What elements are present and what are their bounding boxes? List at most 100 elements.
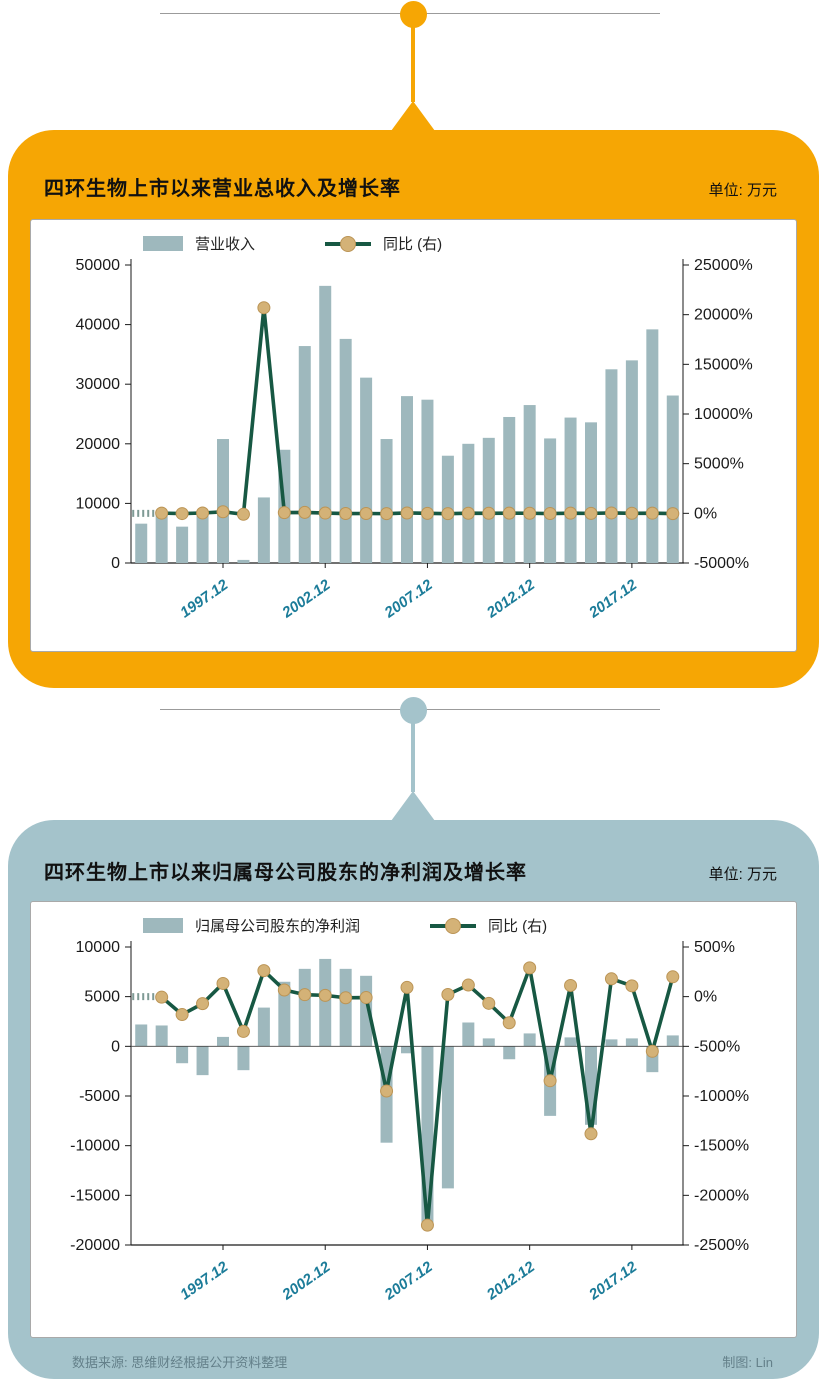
x-axis-label: 2012.12: [483, 576, 539, 622]
trend-dot: [666, 970, 680, 984]
bar: [544, 438, 557, 563]
trend-dot: [461, 506, 475, 520]
bar: [196, 514, 209, 563]
left-axis-label: 50000: [76, 257, 121, 274]
trend-dot: [257, 964, 271, 978]
trend-dot: [420, 506, 434, 520]
bar: [625, 1038, 638, 1047]
right-axis-label: 20000%: [694, 307, 753, 324]
footer: 数据来源: 思维财经根据公开资料整理 制图: Lin: [8, 1338, 819, 1371]
trend-dot: [625, 979, 639, 993]
bar: [421, 399, 434, 563]
trend-dot: [564, 506, 578, 520]
revenue-chart-panel: 营业收入 同比 (右) 50000 40000 30000 20000 10000 0 25…: [30, 219, 797, 652]
trend-dot: [502, 506, 516, 520]
left-axis-label: 0: [111, 1038, 120, 1055]
trend-dot: [359, 991, 373, 1005]
trend-dot: [420, 1218, 434, 1232]
bar: [564, 1037, 577, 1047]
bar: [217, 439, 229, 563]
bar: [462, 443, 475, 563]
trend-dot: [482, 996, 496, 1010]
profit-chart-title: 四环生物上市以来归属母公司股东的净利润及增长率: [44, 862, 527, 884]
trend-dot: [645, 1044, 659, 1058]
right-axis-label: -1500%: [694, 1138, 749, 1155]
profit-card-pointer: [391, 791, 435, 821]
trend-dot: [216, 976, 230, 990]
left-axis-label: -15000: [70, 1187, 120, 1204]
bar: [176, 526, 189, 563]
trend-dot: [155, 506, 169, 520]
left-axis-label: 20000: [76, 436, 121, 453]
left-axis-label: -5000: [79, 1088, 120, 1105]
trend-dot: [400, 506, 414, 520]
bar: [482, 1038, 495, 1047]
bar-legend-swatch: [143, 918, 183, 933]
x-axis-label: 2017.12: [585, 1258, 641, 1304]
x-axis-label: 2012.12: [483, 1258, 539, 1304]
bar: [503, 416, 516, 563]
bar: [237, 1046, 250, 1071]
left-axis-label: -10000: [70, 1138, 120, 1155]
trend-dot: [196, 997, 210, 1011]
trend-line: [159, 966, 675, 1227]
x-axis-label: 1997.12: [177, 576, 232, 621]
trend-dot: [564, 978, 578, 992]
trend-dot: [380, 507, 394, 521]
left-axis-label: 10000: [76, 495, 121, 512]
revenue-legend: 营业收入 同比 (右): [143, 234, 796, 253]
trend-dot: [216, 505, 230, 519]
bar: [666, 395, 679, 563]
left-axis-label: 5000: [84, 989, 120, 1006]
bar: [319, 285, 332, 563]
trend-dot: [482, 506, 496, 520]
bar: [176, 1046, 189, 1064]
trend-dot: [584, 1127, 598, 1141]
middle-connector-node: [400, 697, 427, 724]
x-axis-label: 1997.12: [177, 1258, 232, 1303]
bar: [605, 1039, 618, 1047]
trend-dot: [339, 507, 353, 521]
trend-dot: [625, 506, 639, 520]
trend-dot: [196, 506, 210, 520]
right-axis-label: -2000%: [694, 1187, 749, 1204]
bar: [523, 405, 536, 563]
revenue-chart-title: 四环生物上市以来营业总收入及增长率: [44, 178, 401, 200]
right-axis-label: 5000%: [694, 456, 744, 473]
bar: [298, 346, 311, 563]
trend-dot: [645, 506, 659, 520]
revenue-chart: 50000 40000 30000 20000 10000 0 25000% 20000% 15…: [76, 257, 753, 622]
bar: [503, 1046, 516, 1060]
trend-dot: [359, 507, 373, 521]
bar: [339, 338, 352, 563]
line-legend-dot-icon: [445, 917, 462, 934]
bar: [319, 958, 332, 1047]
bar: [666, 1035, 679, 1047]
trend-dot: [339, 991, 353, 1005]
bar: [421, 1046, 434, 1229]
bar-legend-label: 营业收入: [195, 236, 256, 253]
trend-dot: [298, 505, 312, 519]
top-connector-stem: [411, 26, 415, 102]
bar: [401, 396, 413, 563]
trend-dot: [584, 506, 598, 520]
line-legend-symbol: [325, 235, 372, 252]
bar: [257, 497, 270, 563]
x-axis-label: 2007.12: [381, 576, 437, 622]
bar: [135, 523, 148, 563]
bar: [646, 329, 659, 563]
left-axis-label: 30000: [76, 376, 121, 393]
top-card-pointer: [391, 101, 435, 131]
line-legend-label: 同比 (右): [488, 918, 548, 935]
bar: [298, 968, 311, 1047]
trend-dot: [523, 961, 537, 975]
trend-dot: [380, 1084, 394, 1098]
left-axis-label: -20000: [70, 1237, 120, 1254]
right-axis-label: 0%: [694, 505, 717, 522]
trend-dot: [441, 507, 455, 521]
top-connector-node: [400, 1, 427, 28]
trend-dot: [298, 988, 312, 1002]
data-source-label: 数据来源: 思维财经根据公开资料整理: [72, 1355, 288, 1370]
trend-dot: [257, 301, 271, 315]
x-axis-label: 2002.12: [279, 1258, 335, 1304]
